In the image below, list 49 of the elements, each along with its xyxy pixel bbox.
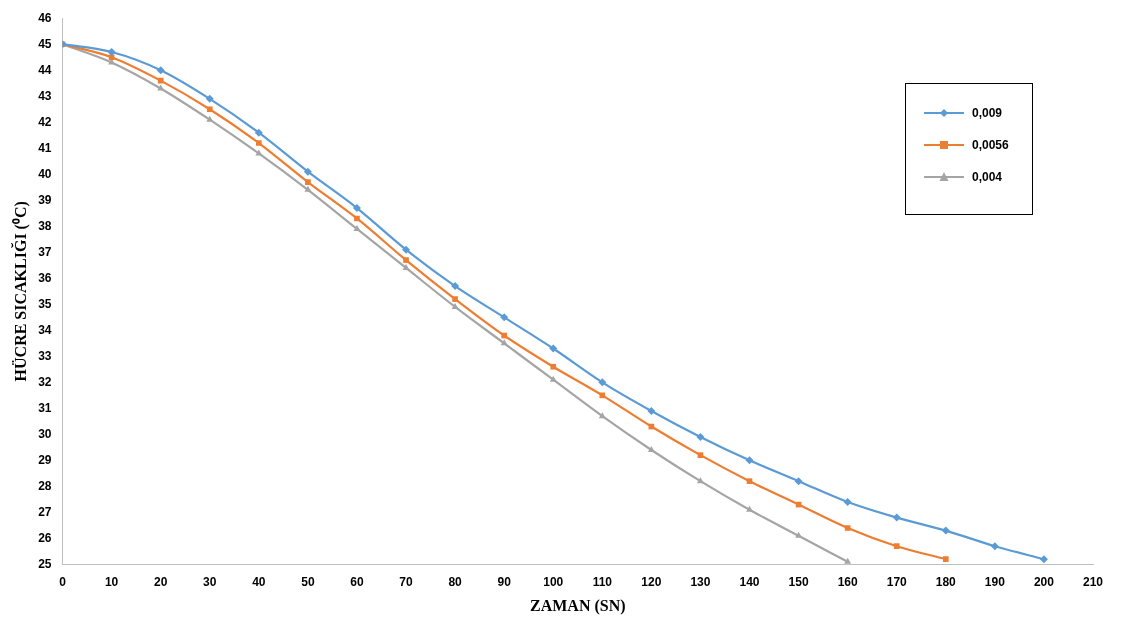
x-tick-label: 190 <box>984 574 1006 589</box>
y-tick-label: 44 <box>38 62 52 77</box>
x-axis-title: ZAMAN (SN) <box>530 596 626 615</box>
x-tick-label: 30 <box>203 574 217 589</box>
x-tick-label: 40 <box>252 574 266 589</box>
y-tick-label: 40 <box>38 166 52 181</box>
y-tick-label: 29 <box>38 452 52 467</box>
y-tick-label: 41 <box>38 140 52 155</box>
x-tick-label: 160 <box>837 574 858 589</box>
y-tick-label: 32 <box>38 374 52 389</box>
x-tick-label: 10 <box>104 574 119 589</box>
y-tick-label: 26 <box>38 530 52 545</box>
x-tick-label: 70 <box>399 574 414 589</box>
legend-label: 0,009 <box>972 106 1003 120</box>
y-tick-label: 28 <box>38 478 52 493</box>
x-tick-label: 180 <box>935 574 957 589</box>
y-tick-label: 42 <box>38 114 52 129</box>
x-tick-label: 60 <box>350 574 364 589</box>
y-tick-label: 34 <box>38 322 52 337</box>
x-tick-label: 170 <box>886 574 908 589</box>
legend-label: 0,0056 <box>972 138 1009 152</box>
y-tick-label: 27 <box>38 504 52 519</box>
x-tick-label: 130 <box>690 574 711 589</box>
y-tick-label: 46 <box>38 10 52 25</box>
y-tick-label: 31 <box>38 400 52 415</box>
x-tick-label: 90 <box>497 574 512 589</box>
x-tick-label: 110 <box>592 574 613 589</box>
y-tick-label: 45 <box>38 36 52 51</box>
y-axis-title: HÜCRE SICAKLIĞI (⁰C) <box>10 201 30 382</box>
y-tick-label: 36 <box>38 270 52 285</box>
y-tick-label: 37 <box>38 244 52 259</box>
x-tick-label: 80 <box>448 574 463 589</box>
y-tick-label: 43 <box>38 88 52 103</box>
y-tick-label: 39 <box>38 192 52 207</box>
x-tick-label: 50 <box>301 574 315 589</box>
x-tick-label: 20 <box>154 574 168 589</box>
x-tick-label: 210 <box>1082 574 1104 589</box>
y-tick-label: 30 <box>38 426 52 441</box>
y-tick-label: 25 <box>38 556 52 571</box>
y-tick-label: 38 <box>38 218 52 233</box>
y-tick-label: 33 <box>38 348 52 363</box>
legend-label: 0,004 <box>972 170 1003 184</box>
x-tick-label: 140 <box>739 574 760 589</box>
x-tick-label: 100 <box>543 574 564 589</box>
x-tick-label: 0 <box>59 574 67 589</box>
y-tick-label: 35 <box>38 296 52 311</box>
x-tick-label: 200 <box>1033 574 1055 589</box>
x-tick-label: 150 <box>788 574 809 589</box>
x-tick-label: 120 <box>641 574 662 589</box>
